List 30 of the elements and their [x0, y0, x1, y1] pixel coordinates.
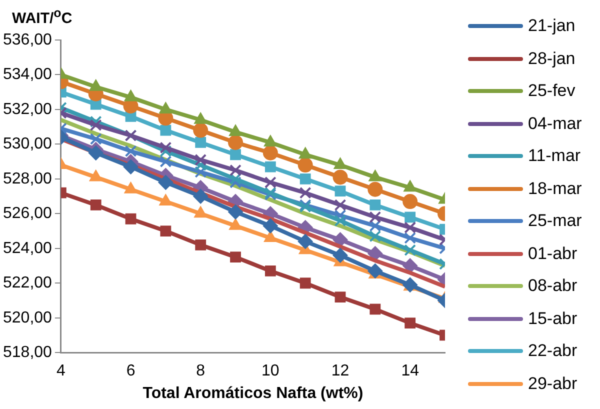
y-tick-label: 536,00: [3, 31, 52, 48]
legend-label: 28-jan: [528, 48, 576, 69]
legend-label: 25-fev: [528, 81, 576, 102]
y-tick-label: 524,00: [3, 240, 52, 257]
x-tick-label: 6: [126, 362, 136, 380]
y-tick-label: 520,00: [3, 309, 52, 326]
legend-label: 18-mar: [528, 178, 582, 199]
x-tick-label: 8: [196, 362, 206, 380]
legend-label: 22-abr: [528, 341, 578, 362]
x-tick-label: 12: [331, 362, 350, 380]
y-tick-label: 534,00: [3, 66, 52, 84]
y-tick-label: 530,00: [3, 136, 52, 153]
y-axis-title: WAIT/$^{o}$C: [12, 6, 72, 27]
x-tick-label: 14: [401, 362, 420, 380]
legend-label: 21-jan: [528, 16, 576, 36]
legend-label: 15-abr: [528, 308, 578, 329]
y-tick-label: 532,00: [3, 100, 52, 118]
legend-label: 04-mar: [528, 114, 582, 134]
y-tick-label: 518,00: [3, 344, 52, 362]
y-tick-label: 526,00: [3, 205, 52, 222]
legend-label: 25-mar: [528, 211, 582, 232]
y-tick-label: 528,00: [3, 170, 52, 188]
legend-label: 08-abr: [528, 276, 578, 296]
y-tick-label: 522,00: [3, 274, 52, 292]
legend-label: 29-abr: [528, 374, 578, 394]
x-axis-title: Total Aromáticos Nafta (wt%): [142, 384, 364, 402]
legend-label: 01-abr: [528, 244, 578, 264]
legend-label: 11-mar: [528, 146, 581, 166]
x-tick-label: 4: [56, 362, 66, 380]
x-tick-label: 10: [262, 362, 280, 380]
